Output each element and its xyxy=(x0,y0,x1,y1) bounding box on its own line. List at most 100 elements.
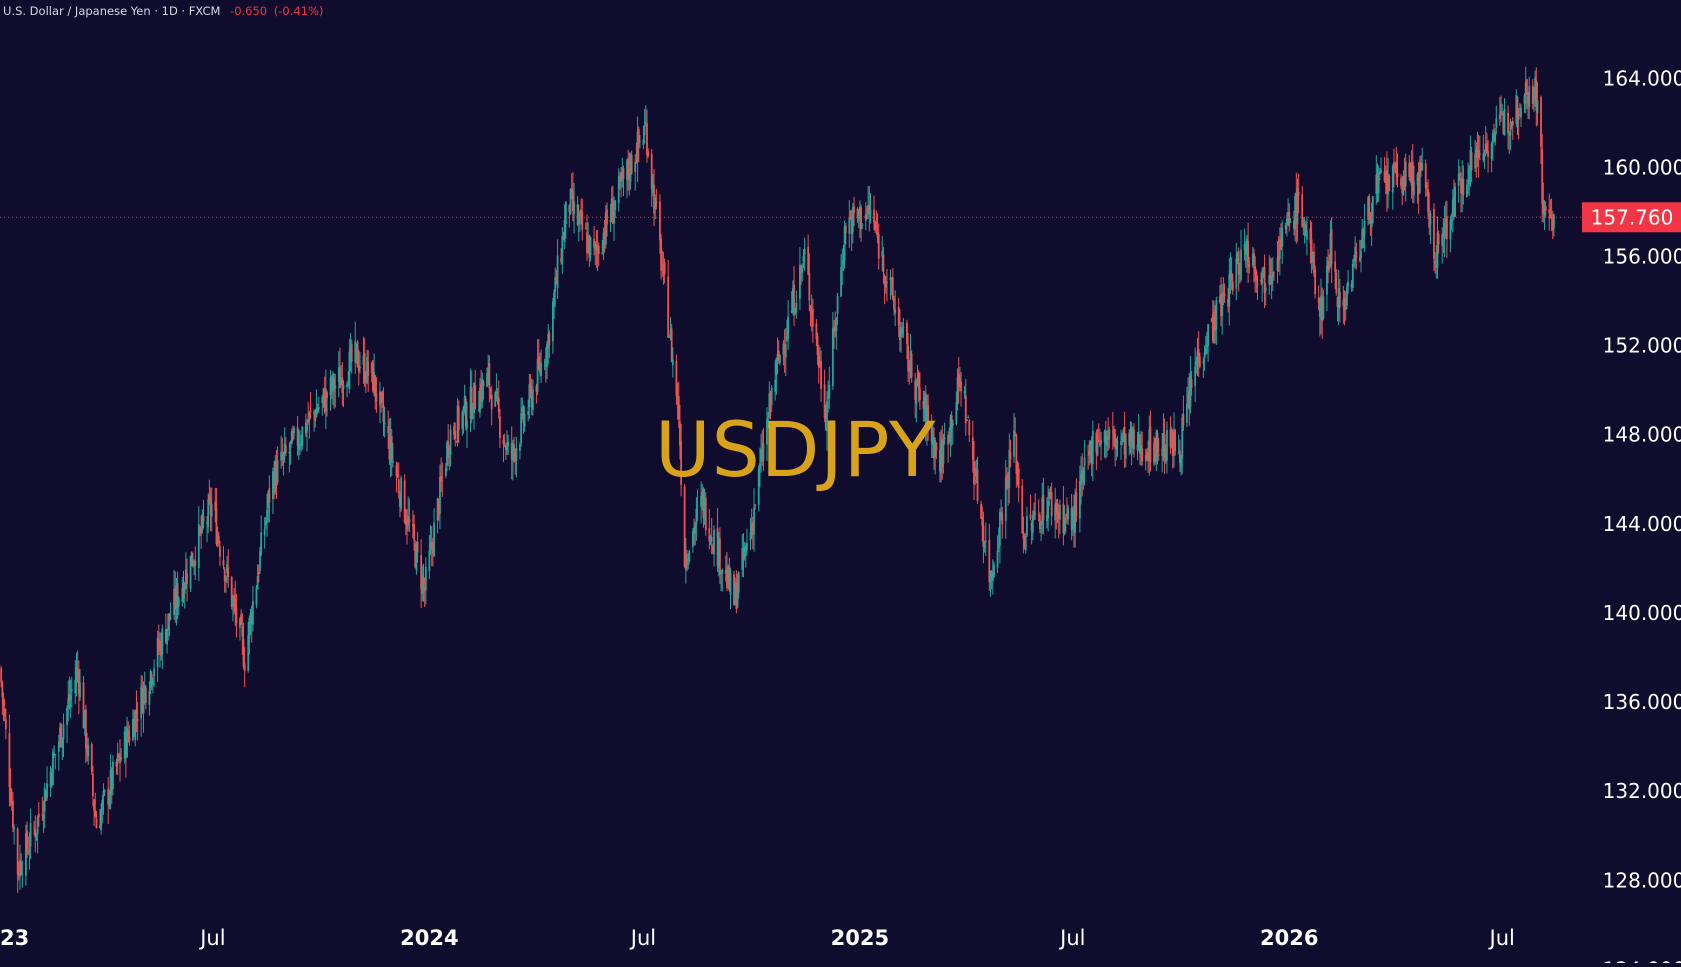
candle xyxy=(1417,162,1420,215)
candle xyxy=(816,332,819,365)
candle xyxy=(235,593,238,638)
symbol-legend[interactable]: U.S. Dollar / Japanese Yen · 1D · FXCM -… xyxy=(3,4,323,18)
candle xyxy=(444,462,447,479)
candle xyxy=(1000,499,1002,521)
candle xyxy=(662,251,665,285)
x-tick-label: Jul xyxy=(629,926,656,950)
candle xyxy=(10,788,13,811)
candle xyxy=(115,758,118,775)
y-tick-label: 144.000 xyxy=(1603,512,1681,536)
candle xyxy=(1461,160,1464,212)
candle xyxy=(1186,386,1188,428)
candle xyxy=(677,381,680,428)
candle xyxy=(584,222,587,230)
candle xyxy=(1097,423,1100,443)
interval-label[interactable]: 1D xyxy=(161,4,178,18)
candle xyxy=(150,671,153,691)
candle xyxy=(1355,242,1358,270)
candle xyxy=(1009,439,1012,468)
candle xyxy=(1213,300,1215,344)
candle xyxy=(1286,212,1288,237)
candle xyxy=(388,418,391,465)
candle xyxy=(891,267,894,301)
candle xyxy=(647,148,650,159)
candle xyxy=(686,549,688,572)
candle xyxy=(397,462,400,499)
candle xyxy=(727,564,730,589)
candle xyxy=(1253,248,1255,283)
candle xyxy=(760,433,762,473)
candle xyxy=(817,344,820,384)
candle xyxy=(1408,154,1411,181)
candle xyxy=(274,454,277,496)
candle xyxy=(194,546,197,580)
candle xyxy=(143,671,146,705)
candle xyxy=(1477,134,1480,178)
candle xyxy=(502,434,505,463)
y-tick-label: 140.000 xyxy=(1603,601,1681,625)
candle xyxy=(1115,438,1118,461)
candle xyxy=(704,492,707,536)
candle xyxy=(621,157,624,188)
candle xyxy=(950,411,953,447)
candle xyxy=(1223,283,1226,303)
candle xyxy=(626,158,628,199)
candle xyxy=(711,543,714,555)
y-axis[interactable]: 168.000 164.000 160.000 156.000 152.000 148.0… xyxy=(1582,0,1681,967)
candle xyxy=(1520,104,1522,127)
candle xyxy=(1502,110,1505,135)
candle xyxy=(1088,440,1091,466)
candle xyxy=(874,220,877,233)
candle xyxy=(1485,132,1488,154)
candle xyxy=(922,390,925,422)
candle xyxy=(775,357,778,395)
candle xyxy=(100,803,103,835)
candle xyxy=(759,447,761,488)
candle xyxy=(1413,165,1415,204)
x-axis[interactable]: 2023 Jul 2024 Jul 2025 Jul 2026 Jul xyxy=(0,926,1515,950)
candle xyxy=(321,394,324,416)
candle xyxy=(1276,241,1279,284)
candle xyxy=(1081,453,1084,497)
candle xyxy=(192,552,194,568)
candle xyxy=(0,665,3,688)
candle xyxy=(766,407,768,462)
candle xyxy=(556,239,559,300)
candle xyxy=(1177,434,1180,455)
candle xyxy=(1136,431,1139,461)
candle xyxy=(1444,201,1447,240)
candle xyxy=(1428,192,1431,235)
candle xyxy=(1541,134,1544,222)
candle xyxy=(843,220,846,269)
candle xyxy=(901,321,904,338)
candle xyxy=(571,172,574,222)
y-tick-label: 124.000 xyxy=(1603,957,1681,963)
candle xyxy=(720,570,722,592)
candle xyxy=(93,798,96,827)
candle xyxy=(627,149,630,191)
candle xyxy=(300,434,303,452)
candle xyxy=(421,565,424,602)
candle xyxy=(864,202,867,231)
candle xyxy=(530,378,533,416)
candle xyxy=(669,316,672,341)
candle xyxy=(190,551,193,567)
candle xyxy=(1273,271,1275,281)
candle xyxy=(1437,230,1440,254)
candle xyxy=(70,676,73,708)
candle xyxy=(736,573,739,609)
candle xyxy=(1310,221,1313,274)
candle xyxy=(601,240,604,255)
candle xyxy=(800,264,802,285)
candle xyxy=(382,387,385,437)
candle xyxy=(1074,488,1077,548)
candle xyxy=(1013,413,1015,463)
candle xyxy=(1441,227,1444,264)
candle xyxy=(515,436,518,478)
candle xyxy=(1066,497,1068,524)
candle xyxy=(966,418,968,421)
candle xyxy=(453,422,455,441)
candle xyxy=(454,422,457,447)
